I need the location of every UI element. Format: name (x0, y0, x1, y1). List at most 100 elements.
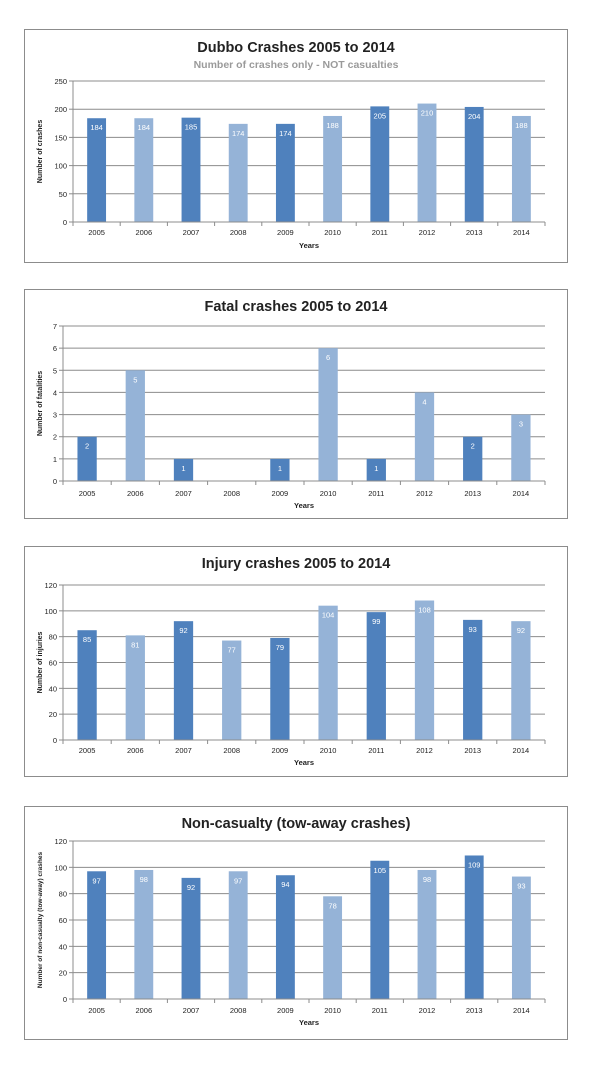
x-tick-label: 2009 (277, 228, 294, 237)
bar-2007 (181, 117, 201, 222)
x-tick-label: 2007 (175, 746, 192, 755)
y-tick-label: 40 (59, 942, 67, 951)
data-label-2010: 104 (322, 611, 335, 620)
data-label-2005: 184 (90, 123, 103, 132)
x-tick-label: 2011 (368, 489, 384, 498)
bar-2006 (134, 869, 154, 999)
bar-2009 (275, 123, 295, 222)
bar-chart-total-crashes: 0 50 100 150 200 250 184 2005 184 2006 185 2007 174 2… (37, 77, 546, 250)
data-label-2009: 174 (279, 129, 292, 138)
y-tick-label: 100 (54, 162, 67, 171)
y-tick-label: 1 (53, 455, 57, 464)
bar-2013 (464, 106, 484, 222)
y-tick-label: 0 (53, 477, 57, 486)
bar-2010 (318, 348, 338, 481)
data-label-2013: 109 (468, 860, 481, 869)
data-label-2008: 174 (232, 129, 245, 138)
y-tick-label: 0 (53, 736, 57, 745)
data-label-2011: 99 (372, 617, 380, 626)
x-tick-label: 2010 (320, 746, 337, 755)
bar-2012 (417, 103, 437, 222)
x-axis-title: Years (299, 1018, 319, 1027)
x-axis-title: Years (294, 501, 314, 510)
data-label-2008: 77 (228, 646, 236, 655)
data-label-2014: 92 (517, 626, 525, 635)
x-tick-label: 2005 (88, 228, 105, 237)
bar-2012 (414, 392, 435, 481)
data-label-2014: 3 (519, 420, 523, 429)
x-tick-label: 2012 (416, 746, 433, 755)
bar-2011 (370, 106, 390, 222)
x-tick-label: 2013 (464, 746, 481, 755)
bar-2009 (275, 875, 295, 999)
data-label-2007: 92 (187, 883, 195, 892)
y-tick-label: 250 (54, 77, 67, 86)
y-axis-title: Number of non-casualty (tow-away) crashe… (37, 852, 44, 989)
data-label-2005: 2 (85, 442, 89, 451)
x-tick-label: 2006 (127, 746, 144, 755)
bar-chart-injury-crashes: 0 20 40 60 80 100 120 85 2005 81 2006 92 2007 77 2008 7… (37, 581, 546, 767)
x-tick-label: 2007 (183, 228, 200, 237)
x-tick-label: 2005 (79, 489, 96, 498)
x-tick-label: 2009 (272, 489, 289, 498)
data-label-2006: 98 (140, 875, 148, 884)
bar-2012 (414, 600, 435, 740)
x-tick-label: 2013 (464, 489, 481, 498)
bar-2013 (464, 855, 484, 999)
bar-2007 (173, 458, 194, 481)
y-tick-label: 80 (49, 633, 57, 642)
data-label-2007: 92 (179, 626, 187, 635)
x-tick-label: 2010 (324, 1006, 341, 1015)
bar-2006 (134, 118, 154, 222)
chart-panel-total-crashes: Dubbo Crashes 2005 to 2014 Number of cra… (24, 29, 568, 263)
x-tick-label: 2008 (223, 746, 240, 755)
bar-2011 (366, 612, 386, 740)
y-tick-label: 7 (53, 322, 57, 331)
y-tick-label: 120 (54, 837, 67, 846)
x-tick-label: 2010 (324, 228, 341, 237)
data-label-2009: 79 (276, 643, 284, 652)
bar-2011 (366, 458, 386, 481)
bar-2010 (318, 605, 338, 740)
chart-subtitle: Number of crashes only - NOT casualties (193, 59, 399, 71)
bar-2008 (222, 640, 242, 740)
data-label-2009: 1 (278, 464, 282, 473)
data-label-2006: 184 (138, 123, 151, 132)
x-tick-label: 2008 (230, 1006, 247, 1015)
bar-2013 (463, 619, 483, 740)
y-tick-label: 6 (53, 344, 57, 353)
y-tick-label: 60 (49, 659, 57, 668)
x-tick-label: 2011 (368, 746, 384, 755)
y-tick-label: 20 (59, 969, 67, 978)
y-tick-label: 100 (44, 607, 57, 616)
y-tick-label: 80 (59, 890, 67, 899)
x-tick-label: 2012 (419, 228, 436, 237)
bar-2005 (77, 436, 97, 481)
data-label-2011: 1 (374, 464, 378, 473)
bar-2008 (228, 123, 248, 222)
y-tick-label: 5 (53, 366, 57, 375)
x-tick-label: 2007 (183, 1006, 200, 1015)
x-tick-label: 2012 (416, 489, 433, 498)
x-tick-label: 2014 (513, 489, 530, 498)
chart-title: Non-casualty (tow-away crashes) (181, 816, 411, 832)
bar-2014 (511, 115, 531, 222)
bar-2005 (77, 630, 97, 740)
bar-2014 (511, 876, 531, 999)
x-axis-title: Years (294, 758, 314, 767)
chart-title: Dubbo Crashes 2005 to 2014 (197, 40, 395, 56)
data-label-2010: 188 (326, 121, 339, 130)
bar-2012 (417, 869, 437, 999)
bar-2007 (173, 621, 194, 740)
data-label-2006: 81 (131, 640, 139, 649)
y-tick-label: 120 (44, 581, 57, 590)
data-label-2013: 2 (471, 442, 475, 451)
bar-2014 (511, 414, 531, 481)
bar-2013 (463, 436, 483, 481)
x-tick-label: 2014 (513, 746, 530, 755)
x-tick-label: 2009 (277, 1006, 294, 1015)
x-tick-label: 2012 (419, 1006, 436, 1015)
x-tick-label: 2006 (135, 228, 152, 237)
x-tick-label: 2005 (88, 1006, 105, 1015)
bar-2005 (87, 118, 107, 222)
